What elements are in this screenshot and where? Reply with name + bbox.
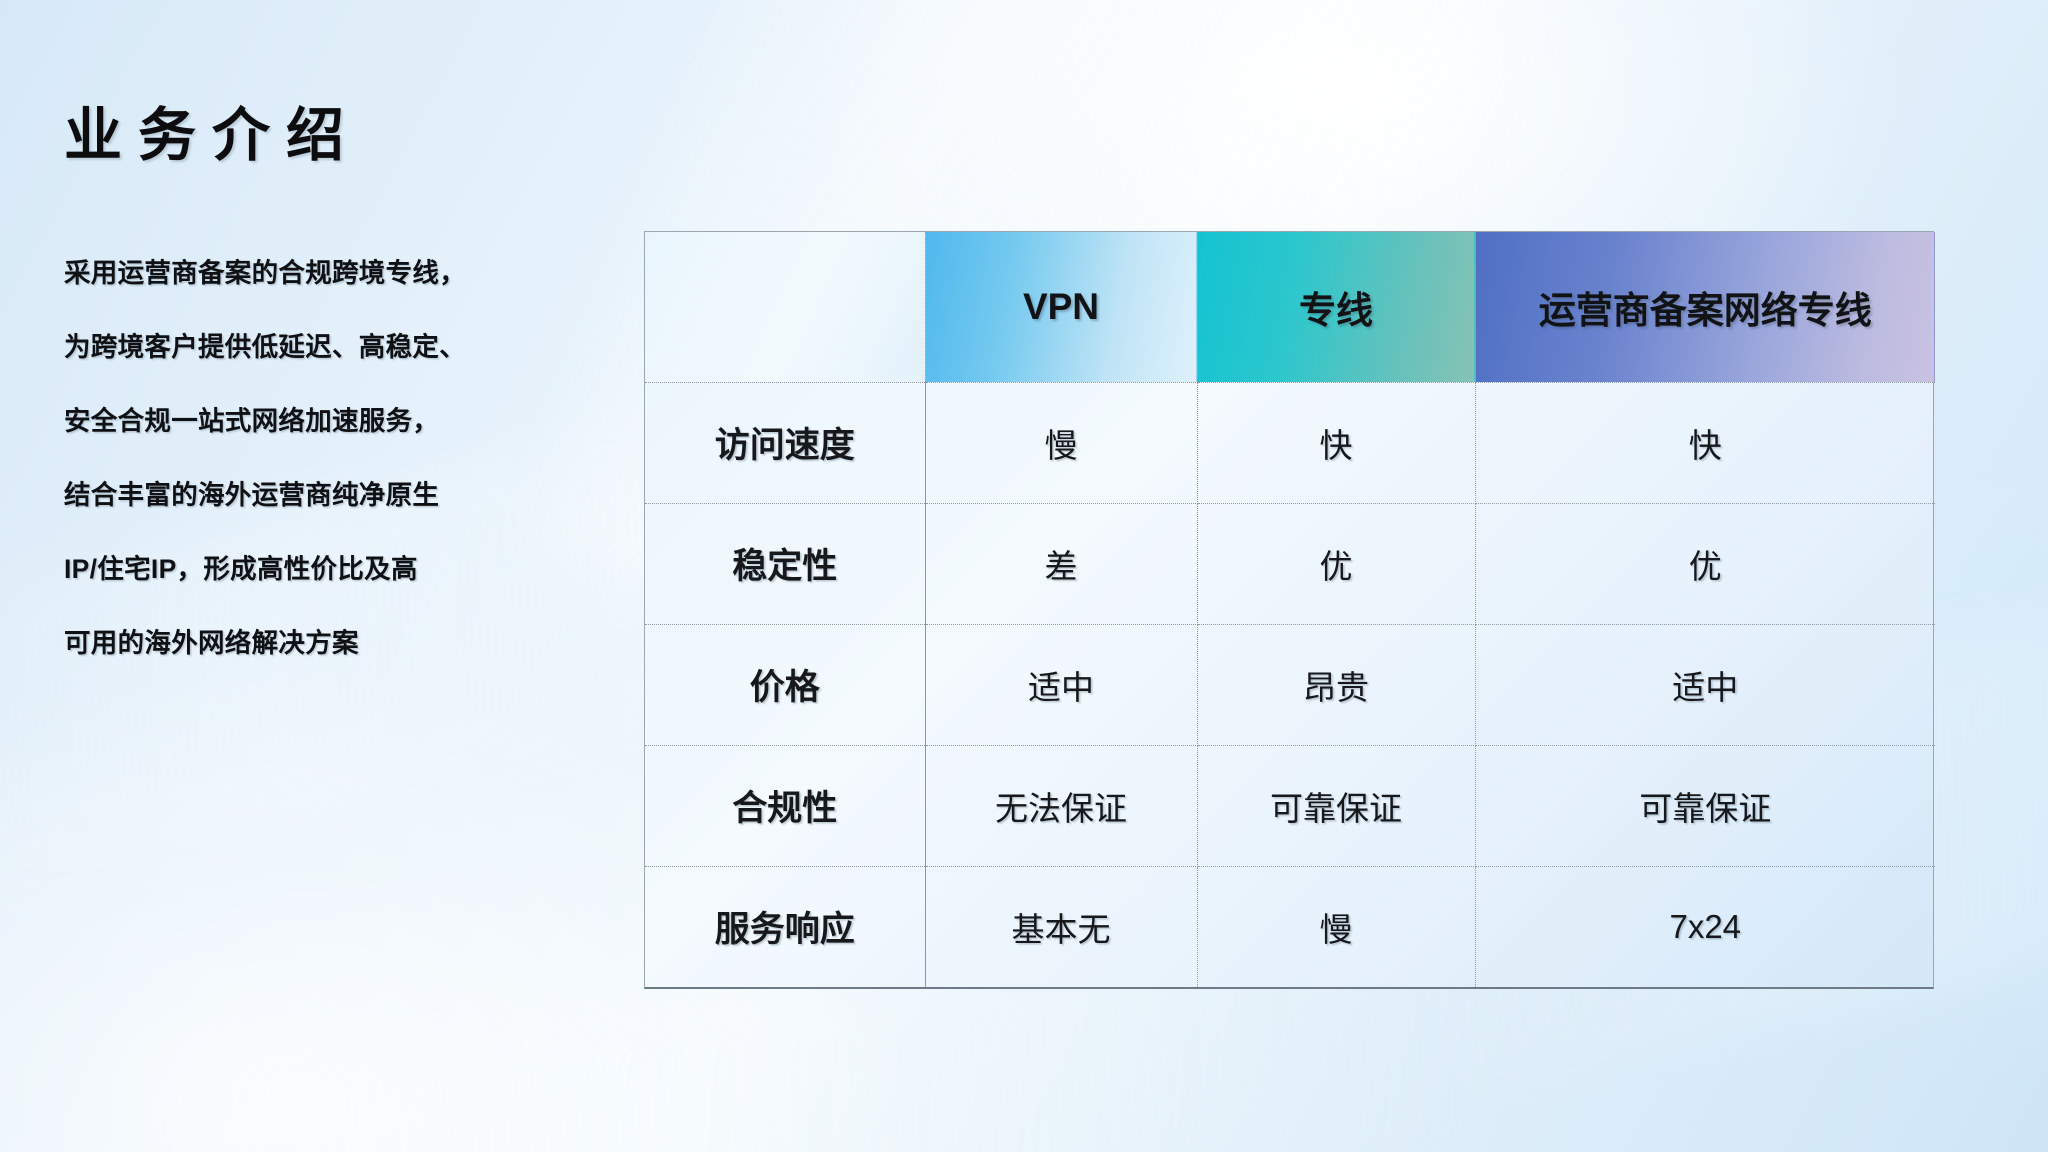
table-header: VPN 专线 运营商备案网络专线 — [645, 232, 1935, 383]
table-row: 访问速度 慢 快 快 — [645, 382, 1935, 504]
description-paragraph: 采用运营商备案的合规跨境专线， 为跨境客户提供低延迟、高稳定、 安全合规一站式网… — [64, 236, 484, 680]
cell-vpn: 差 — [925, 503, 1198, 625]
table-row: 价格 适中 昂贵 适中 — [645, 624, 1935, 746]
description-line: 可用的海外网络解决方案 — [64, 628, 359, 658]
description-line: 结合丰富的海外运营商纯净原生 — [64, 480, 440, 510]
cell-line: 慢 — [1197, 866, 1476, 987]
table-header-blank — [645, 232, 926, 383]
row-label: 服务响应 — [645, 866, 926, 987]
cell-line: 快 — [1197, 382, 1476, 504]
description-line: 采用运营商备案的合规跨境专线， — [64, 258, 466, 288]
table-row: 稳定性 差 优 优 — [645, 503, 1935, 625]
table-header-vpn: VPN — [925, 232, 1198, 383]
comparison-table: VPN 专线 运营商备案网络专线 访问速度 慢 快 快 稳定性 差 优 优 — [645, 232, 1935, 987]
table-header-row: VPN 专线 运营商备案网络专线 — [645, 232, 1935, 383]
table-header-carrier: 运营商备案网络专线 — [1475, 232, 1935, 383]
table-row: 合规性 无法保证 可靠保证 可靠保证 — [645, 745, 1935, 867]
cell-carrier: 可靠保证 — [1475, 745, 1935, 867]
comparison-table-container: VPN 专线 运营商备案网络专线 访问速度 慢 快 快 稳定性 差 优 优 — [644, 231, 1935, 989]
cell-vpn: 慢 — [925, 382, 1198, 504]
description-line: IP/住宅IP，形成高性价比及高 — [64, 554, 418, 584]
cell-vpn: 基本无 — [925, 866, 1198, 987]
cell-carrier: 适中 — [1475, 624, 1935, 746]
cell-vpn: 无法保证 — [925, 745, 1198, 867]
cell-vpn: 适中 — [925, 624, 1198, 746]
description-line: 安全合规一站式网络加速服务， — [64, 406, 440, 436]
row-label: 合规性 — [645, 745, 926, 867]
table-header-line: 专线 — [1197, 232, 1476, 383]
table-body: 访问速度 慢 快 快 稳定性 差 优 优 价格 适中 昂贵 适中 — [645, 382, 1935, 987]
cell-carrier: 7x24 — [1669, 907, 1742, 945]
table-row: 服务响应 基本无 慢 7x24 — [645, 866, 1935, 987]
cell-line: 昂贵 — [1197, 624, 1476, 746]
cell-line: 优 — [1197, 503, 1476, 625]
row-label: 稳定性 — [645, 503, 926, 625]
cell-carrier: 快 — [1475, 382, 1935, 504]
row-label: 价格 — [645, 624, 926, 746]
cell-carrier: 优 — [1475, 503, 1935, 625]
description-line: 为跨境客户提供低延迟、高稳定、 — [64, 332, 466, 362]
page-title: 业务介绍 — [64, 102, 361, 168]
row-label: 访问速度 — [645, 382, 926, 504]
cell-line: 可靠保证 — [1197, 745, 1476, 867]
